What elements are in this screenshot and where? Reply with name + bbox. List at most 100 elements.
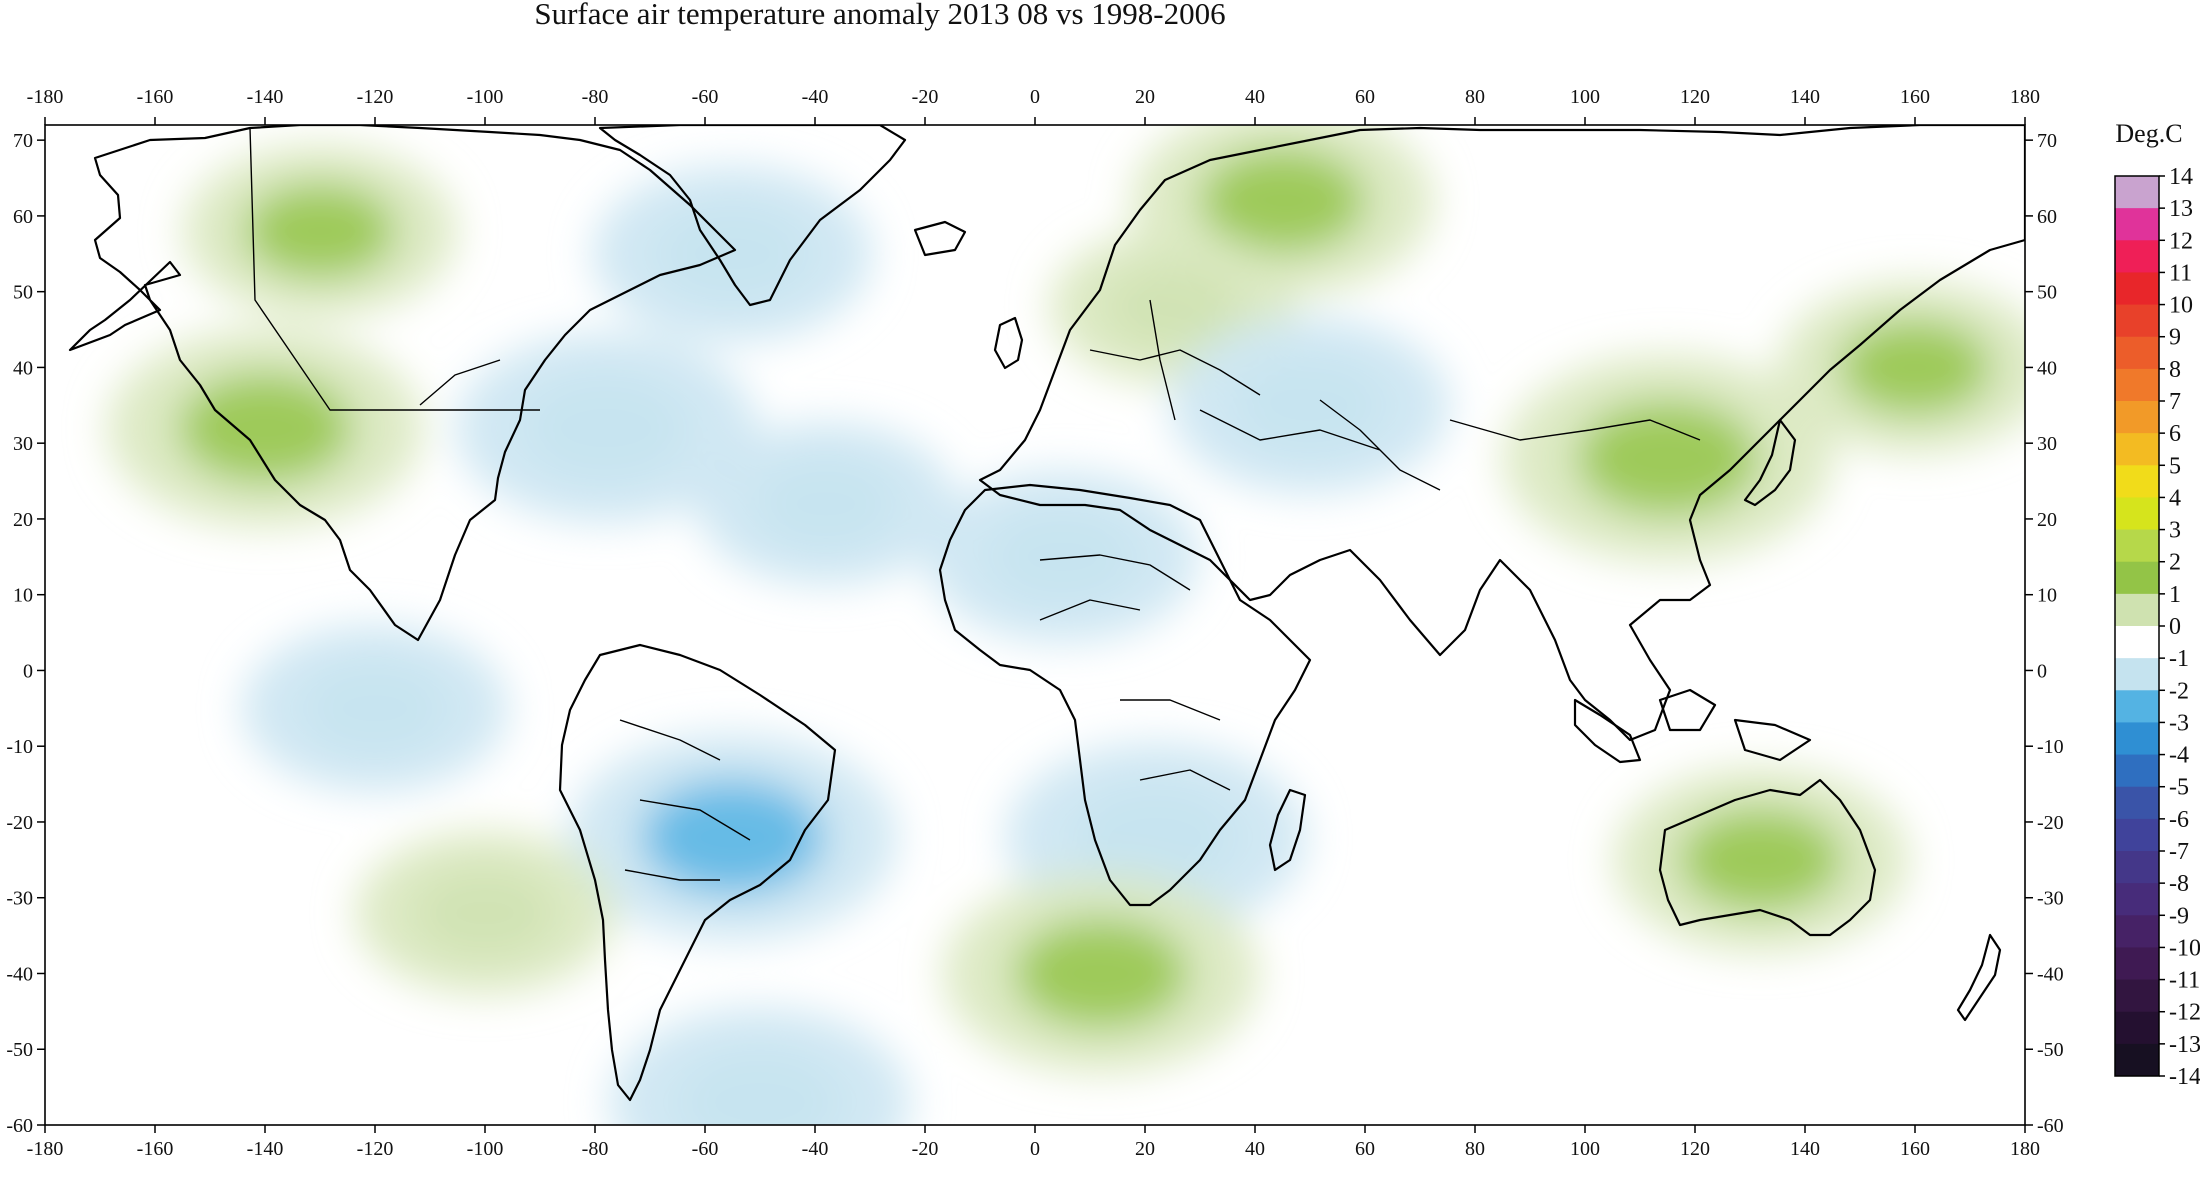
- map-plot-area: -180-180-160-160-140-140-120-120-100-100…: [6, 86, 2064, 1160]
- colorbar-tick-label: -2: [2169, 678, 2189, 704]
- lat-tick-label-right: 70: [2037, 130, 2057, 152]
- colorbar-band: [2115, 465, 2159, 498]
- colorbar-band: [2115, 176, 2159, 209]
- lat-tick-label-left: 0: [23, 660, 33, 682]
- coastline-eurasia: [978, 125, 2025, 742]
- colorbar-band: [2115, 401, 2159, 434]
- colorbar-tick-label: -14: [2169, 1064, 2200, 1090]
- anomaly-core-south-america-cool: [641, 779, 824, 895]
- lat-tick-label-left: 30: [13, 433, 33, 455]
- lon-tick-label-top: 120: [1680, 86, 1710, 108]
- lon-tick-label-bottom: 60: [1355, 1138, 1375, 1160]
- anomaly-core-eastern-north-america-cool: [522, 375, 690, 481]
- colorbar-band: [2115, 304, 2159, 338]
- lat-tick-label-left: -30: [6, 888, 33, 910]
- colorbar-band: [2115, 336, 2159, 370]
- lon-tick-label-bottom: -80: [582, 1138, 609, 1160]
- colorbar-band: [2115, 433, 2159, 466]
- anomaly-core-labrador-sea-cool: [655, 205, 810, 303]
- colorbar-tick-label: 7: [2169, 389, 2181, 415]
- colorbar-tick-label: 14: [2169, 164, 2193, 190]
- anomaly-core-southern-ocean-cool: [676, 1049, 844, 1125]
- lon-tick-label-bottom: 80: [1465, 1138, 1485, 1160]
- colorbar-tick-label: -11: [2169, 968, 2200, 994]
- coastlines: [68, 125, 2025, 1102]
- lat-tick-label-right: 30: [2037, 433, 2057, 455]
- colorbar-band: [2115, 529, 2159, 563]
- lon-tick-label-top: -60: [692, 86, 719, 108]
- lat-tick-label-right: -30: [2037, 888, 2064, 910]
- colorbar-band: [2115, 851, 2159, 884]
- lat-tick-label-right: -50: [2037, 1039, 2064, 1061]
- lat-tick-label-right: 60: [2037, 206, 2057, 228]
- lon-tick-label-top: 160: [1900, 86, 1930, 108]
- lat-tick-label-left: 20: [13, 509, 33, 531]
- lat-tick-label-left: 50: [13, 282, 33, 304]
- lon-tick-label-bottom: -140: [247, 1138, 284, 1160]
- colorbar-band: [2115, 690, 2159, 723]
- lat-tick-label-right: -40: [2037, 963, 2064, 985]
- lon-tick-label-top: -160: [137, 86, 174, 108]
- lat-tick-label-left: 10: [13, 585, 33, 607]
- coastline-japan: [1743, 418, 1797, 507]
- colorbar-tick-label: -3: [2169, 710, 2189, 736]
- anomaly-core-north-atlantic-cool: [754, 458, 898, 549]
- colorbar-band: [2115, 658, 2159, 691]
- lat-tick-label-left: 60: [13, 206, 33, 228]
- colorbar-band: [2115, 1011, 2159, 1045]
- anomaly-core-east-china-warm: [1576, 401, 1759, 516]
- coastline-australia: [1658, 778, 1877, 937]
- colorbar-tick-label: 0: [2169, 614, 2181, 640]
- lon-tick-label-bottom: -20: [912, 1138, 939, 1160]
- colorbar-band: [2115, 626, 2159, 659]
- lat-tick-label-right: 50: [2037, 282, 2057, 304]
- lat-tick-label-left: -40: [6, 963, 33, 985]
- lon-tick-label-bottom: 180: [2010, 1138, 2040, 1160]
- colorbar-tick-label: 13: [2169, 196, 2193, 222]
- lon-tick-label-bottom: -160: [137, 1138, 174, 1160]
- lat-tick-label-right: -20: [2037, 812, 2064, 834]
- anomaly-core-south-pacific-warm: [413, 867, 557, 958]
- anomaly-core-siberia-arctic-warm: [1199, 148, 1366, 254]
- border-us-canada: [249, 127, 540, 411]
- colorbar-band: [2115, 754, 2159, 788]
- colorbar-band: [2115, 208, 2159, 241]
- colorbar-band: [2115, 593, 2159, 627]
- colorbar-band: [2115, 561, 2159, 595]
- colorbar-band: [2115, 915, 2159, 948]
- colorbar-tick-label: -10: [2169, 935, 2200, 961]
- lon-tick-label-top: 60: [1355, 86, 1375, 108]
- lat-tick-label-left: -20: [6, 812, 33, 834]
- lon-tick-label-bottom: -100: [467, 1138, 504, 1160]
- anomaly-core-north-africa-cool: [987, 509, 1138, 605]
- lon-tick-label-top: 100: [1570, 86, 1600, 108]
- anomaly-core-tropical-pacific-cool: [301, 662, 449, 755]
- lat-tick-label-left: 70: [13, 130, 33, 152]
- colorbar-band: [2115, 368, 2159, 402]
- colorbar-tick-label: 12: [2169, 228, 2193, 254]
- lon-tick-label-top: 0: [1030, 86, 1040, 108]
- colorbar-tick-label: -6: [2169, 807, 2189, 833]
- colorbar-tick-label: 9: [2169, 325, 2181, 351]
- lat-tick-label-right: 40: [2037, 357, 2057, 379]
- colorbar-tick-label: -7: [2169, 839, 2189, 865]
- lon-tick-label-top: -80: [582, 86, 609, 108]
- lon-tick-label-top: -140: [247, 86, 284, 108]
- coastline-iceland: [913, 220, 967, 257]
- colorbar-labels: 14131211109876543210-1-2-3-4-5-6-7-8-9-1…: [2159, 164, 2200, 1090]
- colorbar-bands: [2115, 176, 2159, 1077]
- lat-tick-label-right: -10: [2037, 736, 2064, 758]
- lon-tick-label-top: 40: [1245, 86, 1265, 108]
- lon-tick-label-top: -100: [467, 86, 504, 108]
- coastline-new-zealand: [1956, 933, 2002, 1022]
- colorbar-band: [2115, 272, 2159, 306]
- lon-tick-label-bottom: 100: [1570, 1138, 1600, 1160]
- colorbar: Deg.C 14131211109876543210-1-2-3-4-5-6-7…: [2114, 119, 2200, 1090]
- lon-tick-label-bottom: 40: [1245, 1138, 1265, 1160]
- lat-tick-label-right: -60: [2037, 1115, 2064, 1137]
- lat-tick-label-left: -50: [6, 1039, 33, 1061]
- lat-tick-label-left: -10: [6, 736, 33, 758]
- lon-tick-label-bottom: -60: [692, 1138, 719, 1160]
- colorbar-tick-label: -4: [2169, 743, 2189, 769]
